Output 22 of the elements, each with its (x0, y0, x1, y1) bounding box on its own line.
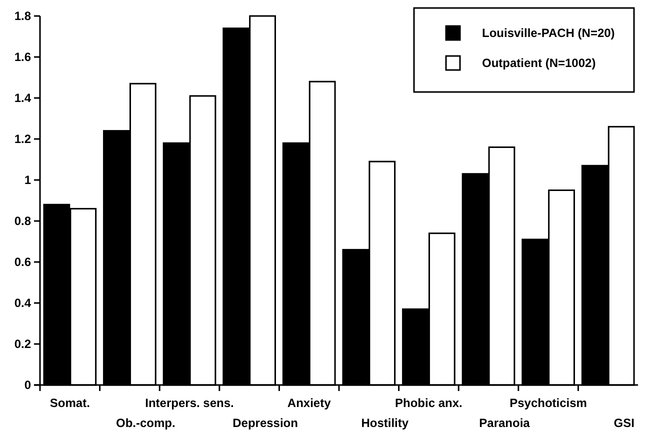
legend-label: Outpatient (N=1002) (482, 56, 596, 70)
y-tick-label: 0.8 (14, 214, 32, 228)
legend-label: Louisville-PACH (N=20) (482, 26, 615, 40)
y-tick-label: 1.8 (14, 9, 32, 24)
y-tick-label: 0.6 (14, 255, 32, 270)
x-tick-label: Psychoticism (510, 396, 587, 410)
y-tick-label: 0.4 (14, 296, 32, 310)
x-tick-label: Paranoia (479, 416, 530, 430)
x-tick-label: Somat. (50, 396, 90, 410)
y-tick-label: 1.2 (14, 132, 32, 146)
x-tick-label: Interpers. sens. (145, 396, 234, 410)
x-tick-label: GSI (614, 416, 634, 430)
x-tick-label: Phobic anx. (395, 396, 462, 410)
y-tick-label: 1.4 (14, 91, 32, 106)
x-tick-label: Ob.-comp. (116, 416, 176, 430)
y-tick-label: 1.6 (14, 50, 32, 64)
x-tick-label: Anxiety (287, 396, 332, 410)
x-tick-label: Depression (232, 416, 298, 430)
x-tick-label: Hostility (361, 416, 409, 430)
y-tick-label: 0 (24, 378, 32, 392)
y-tick-label: 0.2 (14, 337, 32, 352)
y-tick-label: 1 (24, 173, 32, 188)
